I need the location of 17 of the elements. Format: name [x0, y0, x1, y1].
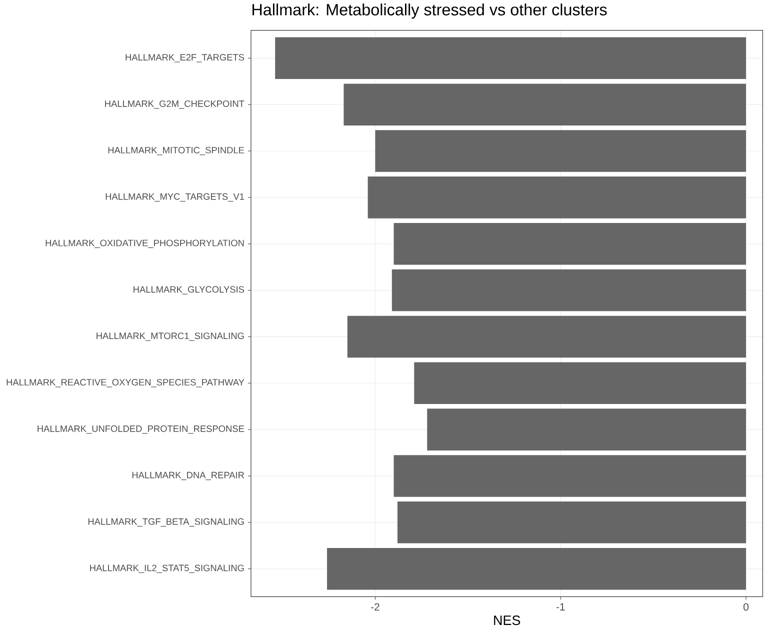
y-tick-label: HALLMARK_TGF_BETA_SIGNALING — [88, 518, 244, 527]
y-tick-label: HALLMARK_OXIDATIVE_PHOSPHORYLATION — [46, 240, 244, 248]
chart-title: Hallmark: Metabolically stressed vs other clusters — [252, 4, 607, 19]
x-axis-title: NES — [494, 616, 520, 626]
y-tick-label: HALLMARK_E2F_TARGETS — [126, 54, 244, 62]
y-tick-label: HALLMARK_G2M_CHECKPOINT — [105, 100, 244, 109]
y-tick-label: HALLMARK_DNA_REPAIR — [132, 472, 244, 480]
y-tick-label: HALLMARK_MITOTIC_SPINDLE — [108, 146, 244, 156]
y-tick-label: HALLMARK_MTORC1_SIGNALING — [96, 332, 244, 341]
y-tick-label: HALLMARK_IL2_STAT5_SIGNALING — [90, 564, 244, 573]
y-tick-label: HALLMARK_UNFOLDED_PROTEIN_RESPONSE — [38, 425, 244, 434]
x-tick-label: -1 — [556, 603, 565, 610]
x-tick-label: -2 — [371, 603, 380, 611]
y-tick-label: HALLMARK_MYC_TARGETS_V1 — [106, 193, 244, 202]
x-tick-label: 0 — [743, 603, 749, 611]
y-tick-label: HALLMARK_REACTIVE_OXYGEN_SPECIES_PATHWAY — [6, 379, 244, 388]
y-tick-label: HALLMARK_GLYCOLYSIS — [134, 286, 244, 294]
